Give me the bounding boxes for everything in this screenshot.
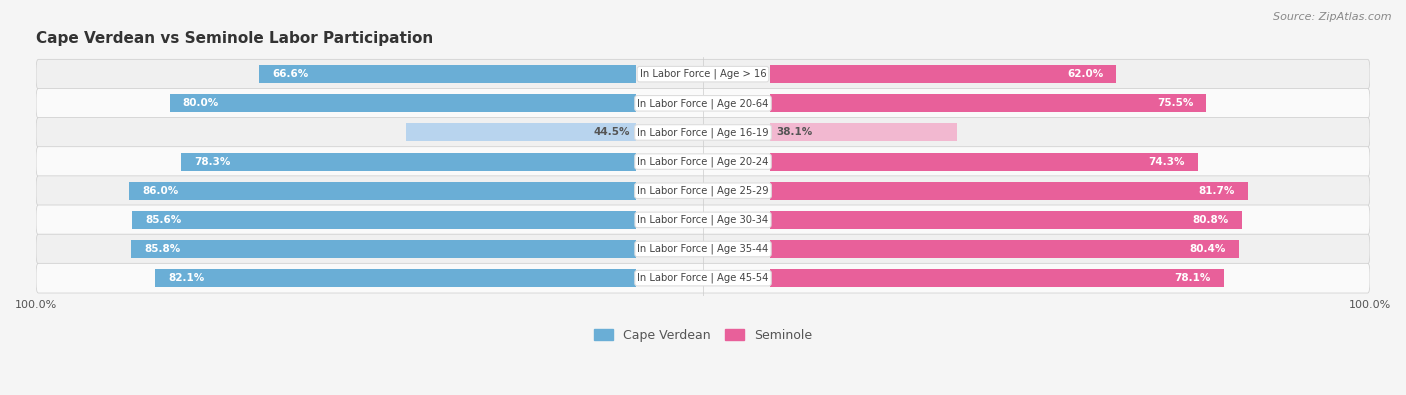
Text: 82.1%: 82.1% [169,273,205,283]
FancyBboxPatch shape [37,59,1369,89]
Bar [156,269,637,287]
Text: In Labor Force | Age 25-29: In Labor Force | Age 25-29 [637,186,769,196]
Bar [259,65,637,83]
FancyBboxPatch shape [37,205,1369,235]
FancyBboxPatch shape [37,176,1369,205]
Bar [769,123,957,141]
Bar [170,94,637,112]
Text: 80.4%: 80.4% [1189,244,1226,254]
Bar [769,182,1249,200]
Text: Cape Verdean vs Seminole Labor Participation: Cape Verdean vs Seminole Labor Participa… [37,31,433,46]
Bar [132,211,637,229]
FancyBboxPatch shape [37,147,1369,177]
FancyBboxPatch shape [37,118,1369,147]
Text: 80.8%: 80.8% [1192,215,1229,225]
Text: In Labor Force | Age 20-24: In Labor Force | Age 20-24 [637,156,769,167]
Text: 75.5%: 75.5% [1157,98,1194,108]
Text: 86.0%: 86.0% [143,186,179,196]
Bar [131,240,637,258]
FancyBboxPatch shape [37,234,1369,264]
Text: In Labor Force | Age 30-34: In Labor Force | Age 30-34 [637,214,769,225]
Text: 66.6%: 66.6% [273,69,308,79]
Bar [129,182,637,200]
Legend: Cape Verdean, Seminole: Cape Verdean, Seminole [593,329,813,342]
Bar [769,152,1198,171]
Bar [769,65,1116,83]
Text: 85.6%: 85.6% [145,215,181,225]
Text: 62.0%: 62.0% [1067,69,1104,79]
Bar [406,123,637,141]
Text: Source: ZipAtlas.com: Source: ZipAtlas.com [1274,12,1392,22]
Text: 78.3%: 78.3% [194,156,231,167]
Text: 81.7%: 81.7% [1198,186,1234,196]
Text: 44.5%: 44.5% [593,128,630,137]
Text: In Labor Force | Age 16-19: In Labor Force | Age 16-19 [637,127,769,138]
Text: 78.1%: 78.1% [1174,273,1211,283]
Bar [769,240,1239,258]
Text: In Labor Force | Age 20-64: In Labor Force | Age 20-64 [637,98,769,109]
Text: 74.3%: 74.3% [1149,156,1185,167]
Text: In Labor Force | Age 45-54: In Labor Force | Age 45-54 [637,273,769,283]
Bar [181,152,637,171]
Text: In Labor Force | Age 35-44: In Labor Force | Age 35-44 [637,244,769,254]
Bar [769,269,1223,287]
Text: In Labor Force | Age > 16: In Labor Force | Age > 16 [640,69,766,79]
Bar [769,211,1241,229]
Text: 80.0%: 80.0% [183,98,219,108]
FancyBboxPatch shape [37,88,1369,118]
FancyBboxPatch shape [37,263,1369,293]
Text: 38.1%: 38.1% [776,128,813,137]
Bar [769,94,1206,112]
Text: 85.8%: 85.8% [145,244,180,254]
